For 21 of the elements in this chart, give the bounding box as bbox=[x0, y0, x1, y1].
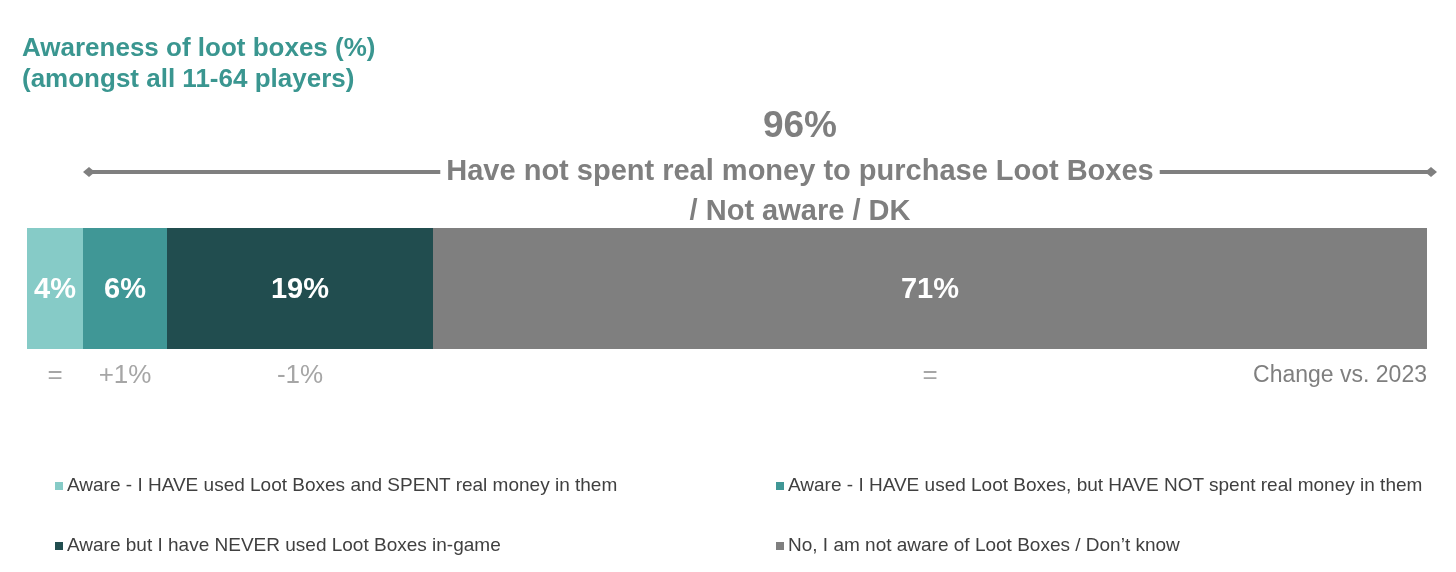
data-label: 71% bbox=[900, 271, 960, 304]
data-label: 6% bbox=[104, 271, 147, 304]
text: = bbox=[47, 359, 63, 390]
chart-title: Awareness of loot boxes (%) bbox=[22, 32, 376, 62]
legend-label: Aware - I HAVE used Loot Boxes, but HAVE NOT spent real money in them bbox=[788, 474, 1423, 496]
chart-subtitle: (amongst all 11-64 players) bbox=[22, 63, 355, 93]
text: Have not spent real money to purchase Loot Boxes / Not aware / DK bbox=[446, 154, 1154, 226]
bar bbox=[433, 228, 1427, 349]
text: +1% bbox=[98, 359, 152, 390]
text: 96% bbox=[762, 104, 838, 146]
text: Change vs. 2023 bbox=[1253, 361, 1427, 388]
text: = bbox=[922, 359, 938, 390]
bar bbox=[83, 228, 167, 349]
text: -1% bbox=[276, 359, 324, 390]
legend-label: Aware - I HAVE used Loot Boxes and SPENT real money in them bbox=[67, 474, 618, 496]
bar bbox=[27, 228, 83, 349]
data-label: 4% bbox=[34, 271, 77, 304]
legend-label: No, I am not aware of Loot Boxes / Don’t know bbox=[788, 534, 1181, 556]
data-label: 19% bbox=[270, 271, 330, 304]
legend-label: Aware but I have NEVER used Loot Boxes in-game bbox=[67, 534, 501, 556]
bar bbox=[167, 228, 433, 349]
